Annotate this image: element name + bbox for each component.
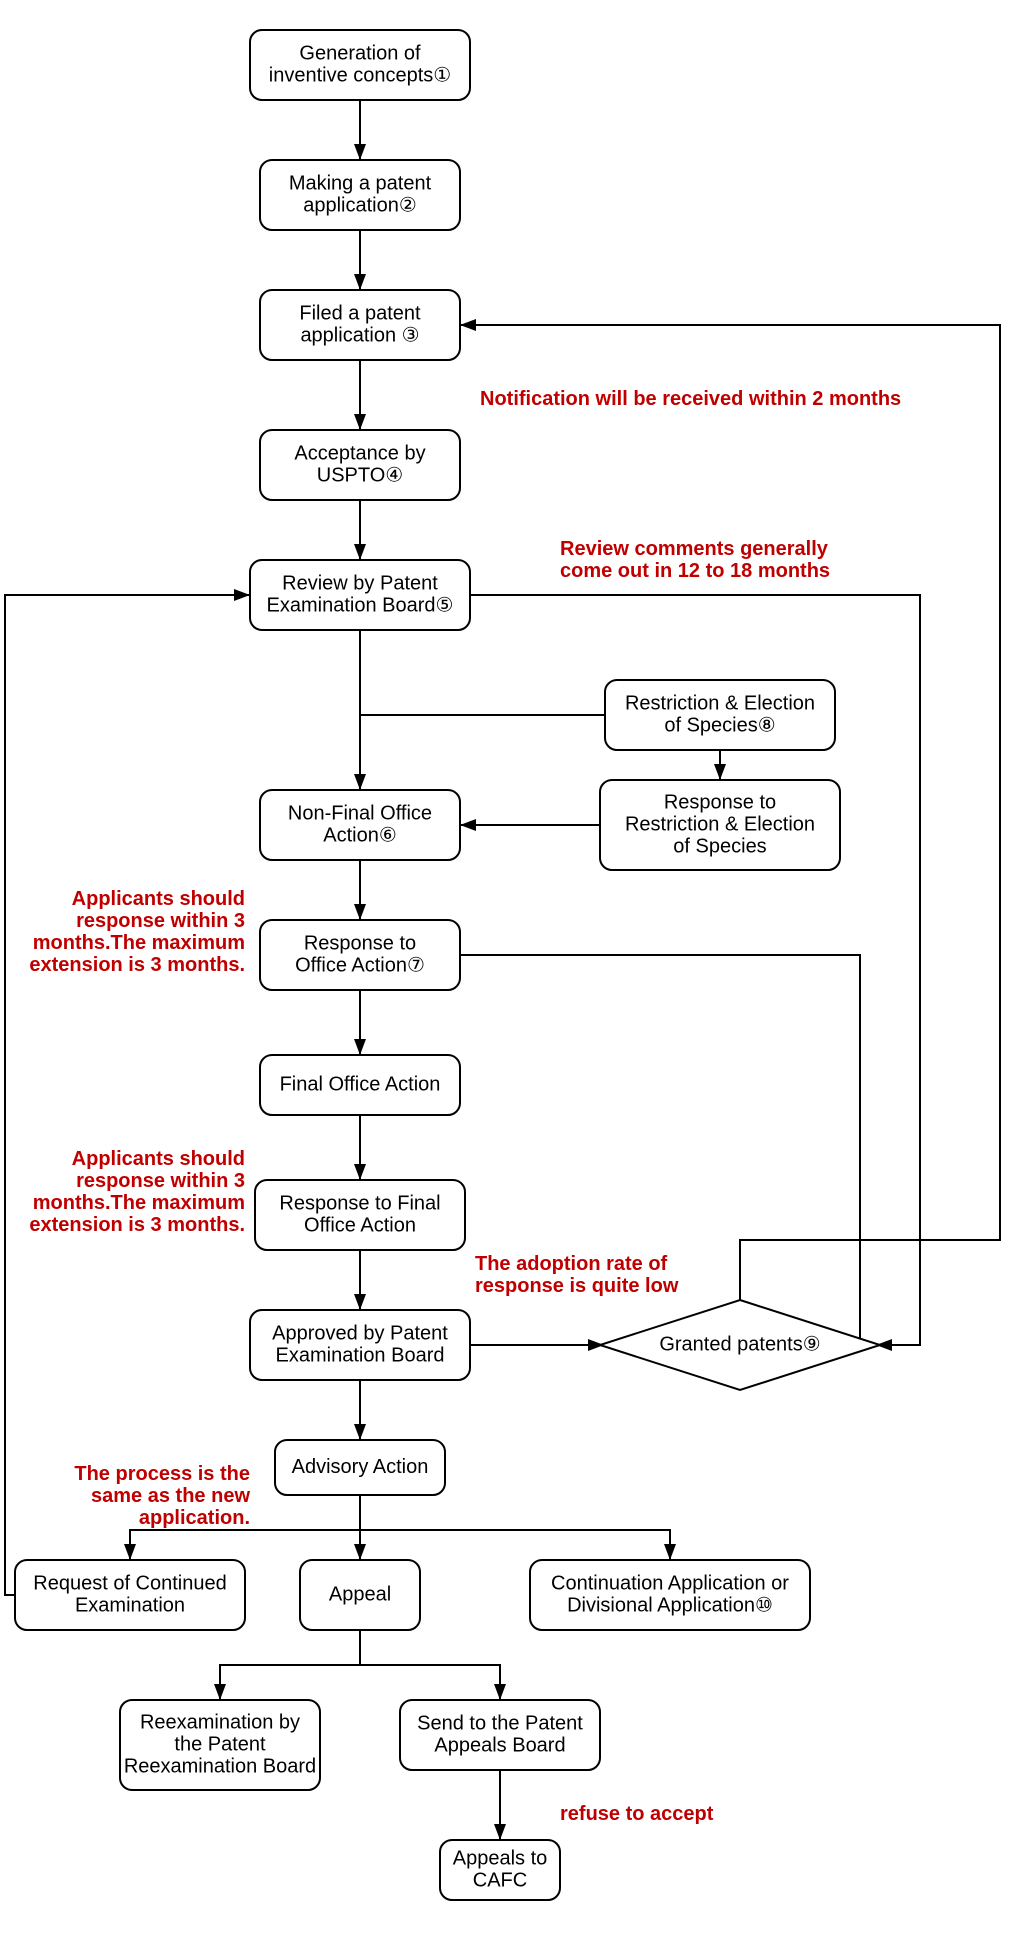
node-label: Response to [304,932,416,954]
node-label: application② [303,194,417,216]
edge [5,595,250,1595]
node-label: Filed a patent [299,302,421,324]
node-n3: Filed a patentapplication ③ [260,290,460,360]
node-label: Examination Board [276,1344,445,1366]
node-label: Office Action [304,1214,416,1236]
node-label: Reexamination Board [124,1755,316,1777]
node-label: Examination [75,1594,185,1616]
node-label: USPTO④ [317,464,403,486]
annotation-a6: same as the new [91,1485,250,1507]
node-label: Appeals to [453,1847,548,1869]
node-n8: Restriction & Electionof Species⑧ [605,680,835,750]
node-n8r: Response toRestriction & Electionof Spec… [600,780,840,870]
annotation-a3: extension is 3 months. [29,954,245,976]
node-label: Send to the Patent [417,1712,583,1734]
node-label: of Species [673,835,766,857]
node-label: the Patent [174,1733,266,1755]
annotation-a5: The adoption rate of [475,1253,668,1275]
annotation-a5: response is quite low [475,1275,679,1297]
node-label: Response to [664,791,776,813]
node-label: Restriction & Election [625,692,815,714]
node-label: application ③ [300,324,419,346]
annotation-a6: The process is the [74,1463,250,1485]
edge [130,1530,360,1560]
node-label: Appeal [329,1583,391,1605]
node-nCA: Continuation Application orDivisional Ap… [530,1560,810,1630]
annotation-a1: Notification will be received within 2 m… [480,388,901,410]
node-label: Generation of [299,42,421,64]
annotation-a4: Applicants should [72,1148,245,1170]
annotation-a3: months.The maximum [33,932,245,954]
node-label: inventive concepts① [269,64,451,86]
node-label: Non-Final Office [288,802,432,824]
node-nAP: Approved by PatentExamination Board [250,1310,470,1380]
node-label: Divisional Application⑩ [567,1594,773,1616]
node-n1: Generation ofinventive concepts① [250,30,470,100]
node-label: CAFC [473,1869,527,1891]
node-nRF: Response to FinalOffice Action [255,1180,465,1250]
annotation-a6: application. [139,1507,250,1529]
node-label: Final Office Action [280,1073,441,1095]
node-n4: Acceptance byUSPTO④ [260,430,460,500]
node-nAA: Advisory Action [275,1440,445,1495]
node-label: Reexamination by [140,1711,300,1733]
node-nRQ: Request of ContinuedExamination [15,1560,245,1630]
annotation-a2: Review comments generally [560,538,829,560]
node-nCF: Appeals toCAFC [440,1840,560,1900]
node-n2: Making a patentapplication② [260,160,460,230]
node-label: Response to Final [279,1192,440,1214]
node-nGR: Granted patents⑨ [600,1300,880,1390]
node-label: Appeals Board [434,1734,565,1756]
node-label: Advisory Action [292,1456,429,1478]
node-n7: Response toOffice Action⑦ [260,920,460,990]
annotation-a4: response within 3 [76,1170,245,1192]
node-label: Granted patents⑨ [659,1333,820,1355]
node-label: of Species⑧ [664,714,775,736]
node-n6: Non-Final OfficeAction⑥ [260,790,460,860]
node-label: Restriction & Election [625,813,815,835]
annotation-a3: response within 3 [76,910,245,932]
edge [360,1530,670,1560]
annotation-a4: months.The maximum [33,1192,245,1214]
node-nRX: Reexamination bythe PatentReexamination … [120,1700,320,1790]
node-label: Review by Patent [282,572,438,594]
patent-flowchart: Generation ofinventive concepts① Making a… [0,0,1018,1950]
node-nFOA: Final Office Action [260,1055,460,1115]
edge [360,1665,500,1700]
node-nSP: Send to the PatentAppeals Board [400,1700,600,1770]
edge [220,1665,360,1700]
node-label: Request of Continued [33,1572,226,1594]
node-label: Approved by Patent [272,1322,448,1344]
node-label: Action⑥ [323,824,397,846]
node-label: Making a patent [289,172,432,194]
annotation-a4: extension is 3 months. [29,1214,245,1236]
node-label: Office Action⑦ [295,954,425,976]
node-label: Acceptance by [294,442,425,464]
annotation-a3: Applicants should [72,888,245,910]
annotation-a2: come out in 12 to 18 months [560,560,830,582]
node-label: Examination Board⑤ [267,594,454,616]
node-label: Continuation Application or [551,1572,789,1594]
node-nAPL: Appeal [300,1560,420,1630]
node-n5: Review by PatentExamination Board⑤ [250,560,470,630]
annotation-a7: refuse to accept [560,1803,714,1825]
